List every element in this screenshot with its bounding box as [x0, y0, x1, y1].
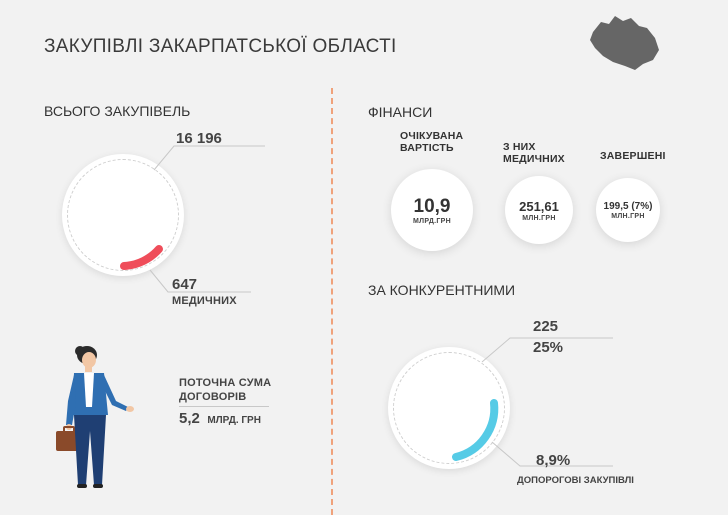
- finance-heading: ФІНАНСИ: [368, 104, 433, 120]
- competitive-heading: ЗА КОНКУРЕНТНИМИ: [368, 282, 516, 298]
- contracts-label-line2: ДОГОВОРІВ: [179, 391, 247, 403]
- contracts-separator: [179, 406, 269, 407]
- threshold-percent: 8,9%: [536, 452, 571, 469]
- medical-procurements-value: 647: [172, 276, 198, 293]
- medical-leader-line: [149, 269, 251, 293]
- contracts-unit: МЛРД. ГРН: [207, 415, 261, 426]
- medical-cost-label-line1: З НИХ: [503, 141, 536, 153]
- medical-share-arc: [120, 245, 163, 270]
- competitive-leader-line: [481, 337, 613, 363]
- expected-cost-unit: МЛРД.ГРН: [413, 217, 451, 225]
- medical-cost-label-line2: МЕДИЧНИХ: [503, 153, 565, 165]
- threshold-share-arc: [452, 399, 499, 461]
- completed-value: 199,5 (7%): [603, 201, 653, 212]
- total-procurements-heading: ВСЬОГО ЗАКУПІВЕЛЬ: [44, 103, 191, 119]
- page-title: ЗАКУПІВЛІ ЗАКАРПАТСЬКОЇ ОБЛАСТІ: [44, 36, 397, 57]
- completed-circle: 199,5 (7%) МЛН.ГРН: [596, 178, 660, 242]
- threshold-leader-line: [491, 441, 613, 467]
- competitive-percent: 25%: [533, 339, 564, 356]
- competitive-ring: [393, 352, 505, 464]
- medical-cost-value: 251,61: [519, 198, 559, 214]
- expected-cost-label-line2: ВАРТІСТЬ: [400, 142, 454, 154]
- contracts-label-line1: ПОТОЧНА СУМА: [179, 377, 272, 389]
- region-map-icon: [590, 16, 659, 70]
- medical-cost-circle: 251,61 МЛН.ГРН: [505, 176, 573, 244]
- businesswoman-icon: [56, 346, 134, 488]
- total-procurements-ring: [67, 159, 179, 271]
- completed-unit: МЛН.ГРН: [611, 213, 645, 220]
- section-divider: [331, 88, 333, 515]
- contracts-value-group: 5,2 МЛРД. ГРН: [179, 410, 261, 428]
- medical-cost-unit: МЛН.ГРН: [522, 214, 556, 222]
- completed-label: ЗАВЕРШЕНІ: [600, 150, 666, 162]
- medical-procurements-label: МЕДИЧНИХ: [172, 295, 237, 307]
- total-procurements-value: 16 196: [176, 130, 222, 147]
- expected-cost-value: 10,9: [413, 195, 451, 217]
- expected-cost-circle: 10,9 МЛРД.ГРН: [391, 169, 473, 251]
- contracts-value: 5,2: [179, 410, 200, 427]
- total-leader-line: [153, 145, 265, 171]
- expected-cost-label-line1: ОЧІКУВАНА: [400, 130, 464, 142]
- threshold-label: ДОПОРОГОВІ ЗАКУПІВЛІ: [517, 475, 634, 486]
- competitive-count: 225: [533, 318, 559, 335]
